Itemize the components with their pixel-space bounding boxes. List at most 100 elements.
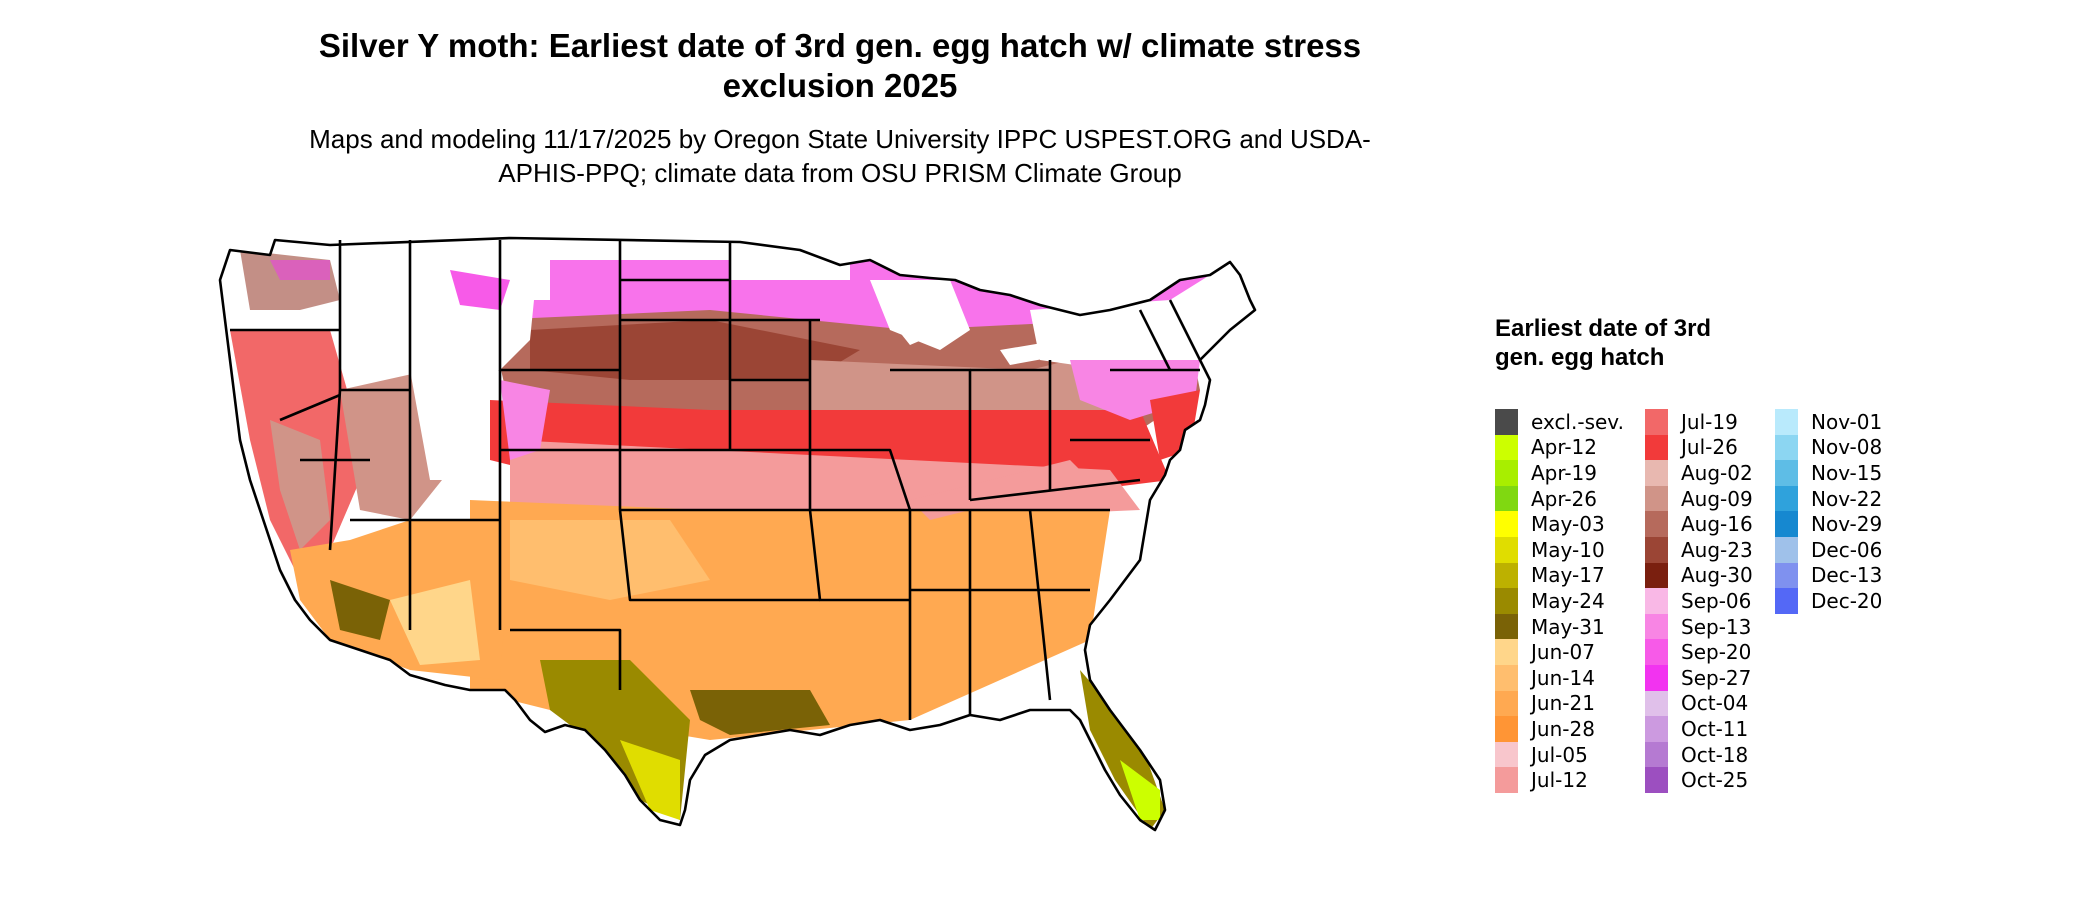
legend-swatch xyxy=(1775,485,1798,512)
legend-swatch xyxy=(1645,511,1668,537)
legend-item: excl.-sev. xyxy=(1495,409,1624,435)
legend-item: Nov-15 xyxy=(1775,460,1882,486)
legend-label: Aug-16 xyxy=(1681,512,1753,537)
legend-item: May-24 xyxy=(1495,588,1624,614)
legend-label: Aug-02 xyxy=(1681,460,1753,485)
legend-item: Dec-13 xyxy=(1775,562,1883,589)
legend-item: Sep-13 xyxy=(1645,613,1753,640)
us-map xyxy=(218,236,1257,832)
legend-item: Jul-12 xyxy=(1495,767,1624,793)
legend-item: Jun-21 xyxy=(1495,690,1624,717)
legend-label: Aug-09 xyxy=(1681,486,1753,511)
legend-swatch xyxy=(1495,562,1518,589)
legend-swatch xyxy=(1645,716,1668,742)
legend-label: Oct-18 xyxy=(1681,742,1749,767)
legend-label: Sep-06 xyxy=(1681,588,1752,613)
legend-label: May-10 xyxy=(1531,537,1605,562)
legend-item: May-10 xyxy=(1495,536,1624,563)
legend-swatch xyxy=(1495,485,1518,512)
legend-label: Oct-11 xyxy=(1681,716,1749,741)
legend-swatch xyxy=(1495,664,1518,691)
legend-label: Jun-14 xyxy=(1531,665,1595,690)
legend-swatch xyxy=(1645,434,1668,461)
legend-swatch xyxy=(1495,690,1518,717)
legend-label: Aug-23 xyxy=(1681,537,1753,562)
legend-item: Aug-09 xyxy=(1645,485,1753,512)
legend-item: Nov-22 xyxy=(1775,485,1883,512)
legend-label: May-03 xyxy=(1531,512,1605,537)
legend-label: Apr-26 xyxy=(1531,486,1597,511)
legend-swatch xyxy=(1775,409,1798,435)
legend-swatch xyxy=(1645,536,1668,563)
legend-swatch xyxy=(1495,741,1518,768)
legend-label: Sep-13 xyxy=(1681,614,1752,639)
legend-label: May-31 xyxy=(1531,614,1605,639)
legend-swatch xyxy=(1495,511,1518,537)
legend-swatch xyxy=(1495,409,1518,435)
legend-swatch xyxy=(1495,434,1518,461)
legend-swatch xyxy=(1645,690,1668,717)
legend-label: Nov-22 xyxy=(1811,486,1883,511)
legend-item: Oct-04 xyxy=(1645,690,1753,717)
legend-item: Nov-01 xyxy=(1775,409,1882,435)
legend-item: Nov-08 xyxy=(1775,434,1883,461)
legend-label: Dec-13 xyxy=(1811,563,1883,588)
legend-item: Jun-14 xyxy=(1495,664,1624,691)
map-title: Silver Y moth: Earliest date of 3rd gen.… xyxy=(318,27,1362,104)
legend-swatch xyxy=(1645,588,1668,614)
legend-swatch xyxy=(1645,767,1668,793)
legend-swatch xyxy=(1645,460,1668,486)
legend-item: Dec-20 xyxy=(1775,588,1882,614)
legend-label: Nov-08 xyxy=(1811,435,1883,460)
legend-label: Jul-05 xyxy=(1531,742,1588,767)
legend-item: Aug-23 xyxy=(1645,536,1753,563)
map-subtitle: Maps and modeling 11/17/2025 by Oregon S… xyxy=(309,124,1371,188)
legend-item: Sep-27 xyxy=(1645,664,1753,691)
legend-swatch xyxy=(1495,767,1518,793)
legend-label: Jul-26 xyxy=(1681,435,1738,460)
legend-item: Jul-05 xyxy=(1495,741,1624,768)
legend-label: Dec-20 xyxy=(1811,588,1883,613)
legend-label: Oct-04 xyxy=(1681,691,1749,716)
legend-column-3: Nov-01 Nov-08 Nov-15 Nov-22 Nov-29 Dec-06 Dec-… xyxy=(1775,409,1882,614)
legend-item: Apr-26 xyxy=(1495,485,1624,512)
legend-column-1: excl.-sev. Apr-12 Apr-19 Apr-26 May-03 May-10… xyxy=(1495,409,1624,793)
legend-swatch xyxy=(1495,613,1518,640)
legend-swatch xyxy=(1495,588,1518,614)
legend-item: Aug-02 xyxy=(1645,460,1753,486)
legend-column-2: Jul-19 Jul-26 Aug-02 Aug-09 Aug-16 Aug-23 Aug-… xyxy=(1645,409,1753,793)
legend-swatch xyxy=(1775,562,1798,589)
legend-swatch xyxy=(1645,409,1668,435)
legend-swatch xyxy=(1775,434,1798,461)
legend-item: Apr-19 xyxy=(1495,460,1624,486)
legend-label: Jul-19 xyxy=(1681,409,1738,434)
legend-swatch xyxy=(1775,511,1798,537)
legend-label: Nov-01 xyxy=(1811,409,1883,434)
legend-label: Sep-27 xyxy=(1681,665,1752,690)
legend-swatch xyxy=(1495,639,1518,665)
legend-swatch xyxy=(1645,664,1668,691)
legend-swatch xyxy=(1775,536,1798,563)
legend-label: Jul-12 xyxy=(1531,768,1588,793)
legend-item: Dec-06 xyxy=(1775,536,1882,563)
legend-swatch xyxy=(1645,562,1668,589)
legend-label: Oct-25 xyxy=(1681,768,1749,793)
legend-label: excl.-sev. xyxy=(1531,409,1624,434)
legend-item: May-17 xyxy=(1495,562,1624,589)
legend-item: Jun-28 xyxy=(1495,716,1624,742)
legend-swatch xyxy=(1495,536,1518,563)
legend-item: May-03 xyxy=(1495,511,1624,537)
legend-label: Nov-15 xyxy=(1811,460,1883,485)
legend-item: Jun-07 xyxy=(1495,639,1624,665)
legend-label: Jun-21 xyxy=(1531,691,1595,716)
legend-label: Aug-30 xyxy=(1681,563,1753,588)
legend-label: Apr-12 xyxy=(1531,435,1597,460)
legend-swatch xyxy=(1495,460,1518,486)
legend-item: Sep-06 xyxy=(1645,588,1753,614)
legend-label: Jun-28 xyxy=(1531,716,1595,741)
legend-item: May-31 xyxy=(1495,613,1624,640)
legend-label: May-24 xyxy=(1531,588,1605,613)
legend-label: Apr-19 xyxy=(1531,460,1597,485)
legend-item: Oct-25 xyxy=(1645,767,1753,793)
legend-swatch xyxy=(1775,588,1798,614)
